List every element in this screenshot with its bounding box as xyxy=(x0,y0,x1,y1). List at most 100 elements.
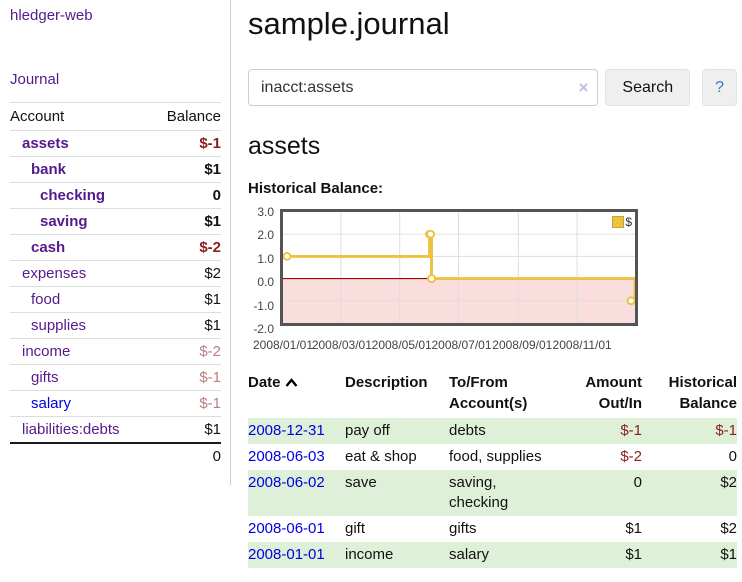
data-point xyxy=(626,296,635,306)
chart-plot-area: $ xyxy=(280,209,638,326)
search-bar: × Search ? xyxy=(248,69,737,106)
main-content: sample.journal × Search ? assets Histori… xyxy=(248,0,737,568)
account-link[interactable]: assets xyxy=(22,135,69,152)
hledger-web-app: hledger-web Journal Account Balance asse… xyxy=(0,0,737,568)
transaction-date-link[interactable]: 2008-01-01 xyxy=(248,546,325,563)
search-button[interactable]: Search xyxy=(605,69,691,106)
accounts-total-value: 0 xyxy=(10,442,221,469)
account-balance: $1 xyxy=(151,286,221,313)
account-link[interactable]: saving xyxy=(40,213,88,230)
account-balance: $1 xyxy=(151,312,221,339)
account-row: saving $1 xyxy=(10,208,221,235)
sort-asc-icon xyxy=(285,378,297,387)
account-link[interactable]: salary xyxy=(31,395,72,412)
account-link[interactable]: checking xyxy=(40,187,106,204)
y-tick-label: 3.0 xyxy=(257,205,274,219)
account-balance: 0 xyxy=(151,182,221,209)
x-tick-label: 2008/09/01 xyxy=(492,338,553,352)
account-row: assets $-1 xyxy=(10,130,221,157)
data-point xyxy=(426,229,436,239)
account-link[interactable]: supplies xyxy=(31,317,87,334)
y-tick-label: -1.0 xyxy=(253,298,274,313)
transaction-balance: $2 xyxy=(720,474,737,491)
col-amount[interactable]: Amount Out/In xyxy=(585,374,642,412)
account-link[interactable]: bank xyxy=(31,161,67,178)
account-balance: $-1 xyxy=(151,390,221,417)
transaction-row: 2008-01-01 income salary $1 $1 xyxy=(248,542,737,568)
x-tick-label: 2008/11/01 xyxy=(552,338,612,352)
account-link[interactable]: gifts xyxy=(31,369,59,386)
transaction-balance: 0 xyxy=(728,448,737,465)
account-link[interactable]: expenses xyxy=(22,265,87,282)
transaction-row: 2008-06-02 save saving, checking 0 $2 xyxy=(248,470,737,516)
accounts-header-account: Account xyxy=(10,102,152,131)
transaction-date-link[interactable]: 2008-06-03 xyxy=(248,448,325,465)
account-row: income $-2 xyxy=(10,338,221,365)
col-description[interactable]: Description xyxy=(345,374,428,391)
transaction-amount: $1 xyxy=(625,546,642,563)
y-tick-label: 2.0 xyxy=(257,228,274,243)
account-row: food $1 xyxy=(10,286,221,313)
col-date[interactable]: Date xyxy=(248,372,345,418)
account-balance: $-2 xyxy=(151,234,221,261)
col-date-label: Date xyxy=(248,374,281,391)
help-button[interactable]: ? xyxy=(702,69,737,106)
account-row: cash $-2 xyxy=(10,234,221,261)
transaction-balance: $-1 xyxy=(715,422,737,439)
nav-journal-link[interactable]: Journal xyxy=(10,71,60,88)
transaction-row: 2008-06-01 gift gifts $1 $2 xyxy=(248,516,737,542)
transaction-balance: $2 xyxy=(720,520,737,537)
chart-section-label: Historical Balance: xyxy=(248,180,384,197)
transaction-amount: 0 xyxy=(633,474,642,491)
account-balance: $-1 xyxy=(151,130,221,157)
account-row: supplies $1 xyxy=(10,312,221,339)
x-tick-label: 2008/05/01 xyxy=(371,338,432,352)
col-accounts[interactable]: To/From Account(s) xyxy=(449,374,528,412)
account-link[interactable]: cash xyxy=(31,239,66,256)
account-title: assets xyxy=(248,132,321,160)
account-row: bank $1 xyxy=(10,156,221,183)
search-box: × xyxy=(248,69,599,106)
transaction-description: income xyxy=(345,546,394,563)
account-link[interactable]: liabilities:debts xyxy=(22,421,120,438)
account-balance: $-1 xyxy=(151,364,221,391)
data-point xyxy=(426,274,437,283)
transaction-balance: $1 xyxy=(720,546,737,563)
accounts-table: Account Balance assets $-1 bank $1 checking 0… xyxy=(10,102,221,469)
y-tick-label: -2.0 xyxy=(253,322,274,336)
transaction-accounts: salary xyxy=(449,546,490,563)
account-balance: $1 xyxy=(151,416,221,443)
account-balance: $-2 xyxy=(151,338,221,365)
clear-search-icon[interactable]: × xyxy=(578,77,589,97)
transaction-date-link[interactable]: 2008-06-01 xyxy=(248,520,325,537)
transaction-accounts: food, supplies xyxy=(449,448,542,465)
account-link[interactable]: food xyxy=(31,291,61,308)
y-tick-label: 0.0 xyxy=(257,275,274,290)
transaction-description: save xyxy=(345,474,377,491)
account-balance: $1 xyxy=(151,156,221,183)
accounts-header-balance: Balance xyxy=(151,102,221,131)
accounts-total-row: 0 xyxy=(10,442,221,469)
search-input[interactable] xyxy=(248,69,599,106)
transaction-amount: $1 xyxy=(625,520,642,537)
transaction-row: 2008-12-31 pay off debts $-1 $-1 xyxy=(248,418,737,444)
transaction-date-link[interactable]: 2008-06-02 xyxy=(248,474,325,491)
sidebar: hledger-web Journal Account Balance asse… xyxy=(0,0,231,485)
chart-legend: $ xyxy=(611,215,633,229)
account-link[interactable]: income xyxy=(22,343,71,360)
page-title: sample.journal xyxy=(248,6,450,41)
account-row: checking 0 xyxy=(10,182,221,209)
register-table: Date Description To/From Account(s) Amou… xyxy=(248,372,737,568)
transaction-description: pay off xyxy=(345,422,390,439)
transaction-accounts: debts xyxy=(449,422,486,439)
account-row: gifts $-1 xyxy=(10,364,221,391)
data-point xyxy=(283,252,292,261)
transaction-description: gift xyxy=(345,520,366,537)
x-tick-label: 2008/07/01 xyxy=(431,338,492,352)
register-header-row: Date Description To/From Account(s) Amou… xyxy=(248,372,737,418)
transaction-date-link[interactable]: 2008-12-31 xyxy=(248,422,325,439)
account-balance: $1 xyxy=(151,208,221,235)
brand-link[interactable]: hledger-web xyxy=(10,7,93,24)
col-balance[interactable]: Historical Balance xyxy=(668,374,737,412)
transaction-row: 2008-06-03 eat & shop food, supplies $-2 0 xyxy=(248,444,737,470)
